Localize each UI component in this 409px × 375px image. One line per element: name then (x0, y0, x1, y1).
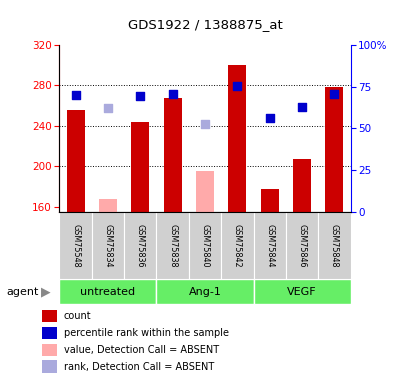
Point (234, 84, 240, 90)
Text: agent: agent (6, 286, 38, 297)
Text: GSM75844: GSM75844 (265, 224, 274, 267)
Point (137, 93, 143, 99)
Text: percentile rank within the sample: percentile rank within the sample (64, 328, 228, 338)
Bar (156, 279, 253, 304)
Text: GSM75846: GSM75846 (297, 224, 306, 267)
Bar (124, 212, 156, 279)
Bar (292, 159, 310, 212)
Bar (42, 344, 57, 356)
Bar (260, 189, 278, 212)
Text: GSM75842: GSM75842 (232, 224, 241, 267)
Bar (156, 212, 189, 279)
Bar (92, 212, 124, 279)
Text: GSM75838: GSM75838 (168, 224, 177, 267)
Bar (189, 212, 220, 279)
Bar (131, 122, 149, 212)
Text: GSM75836: GSM75836 (135, 224, 144, 267)
Bar (42, 327, 57, 339)
Point (104, 105, 111, 111)
Bar (42, 310, 57, 322)
Bar (228, 65, 246, 212)
Bar (253, 279, 350, 304)
Bar (325, 87, 342, 212)
Point (72, 92, 79, 98)
Point (169, 90, 175, 96)
Text: untreated: untreated (80, 286, 135, 297)
Bar (67, 110, 84, 212)
Text: GSM75834: GSM75834 (103, 224, 112, 267)
Bar (163, 98, 181, 212)
Text: GSM75848: GSM75848 (329, 224, 338, 267)
Bar (285, 212, 317, 279)
Text: VEGF: VEGF (287, 286, 316, 297)
Text: GSM75840: GSM75840 (200, 224, 209, 267)
Bar (220, 212, 253, 279)
Text: GDS1922 / 1388875_at: GDS1922 / 1388875_at (127, 18, 282, 31)
Bar (42, 360, 57, 373)
Point (298, 104, 305, 110)
Text: rank, Detection Call = ABSENT: rank, Detection Call = ABSENT (64, 362, 213, 372)
Text: count: count (64, 311, 91, 321)
Bar (317, 212, 350, 279)
Bar (196, 171, 213, 212)
Point (201, 121, 208, 127)
Text: GSM75548: GSM75548 (71, 224, 80, 267)
Point (330, 90, 337, 96)
Text: Ang-1: Ang-1 (188, 286, 221, 297)
Point (266, 115, 272, 121)
Bar (59, 279, 156, 304)
Text: ▶: ▶ (41, 285, 50, 298)
Bar (253, 212, 285, 279)
Bar (59, 212, 92, 279)
Bar (99, 199, 117, 212)
Text: value, Detection Call = ABSENT: value, Detection Call = ABSENT (64, 345, 218, 355)
